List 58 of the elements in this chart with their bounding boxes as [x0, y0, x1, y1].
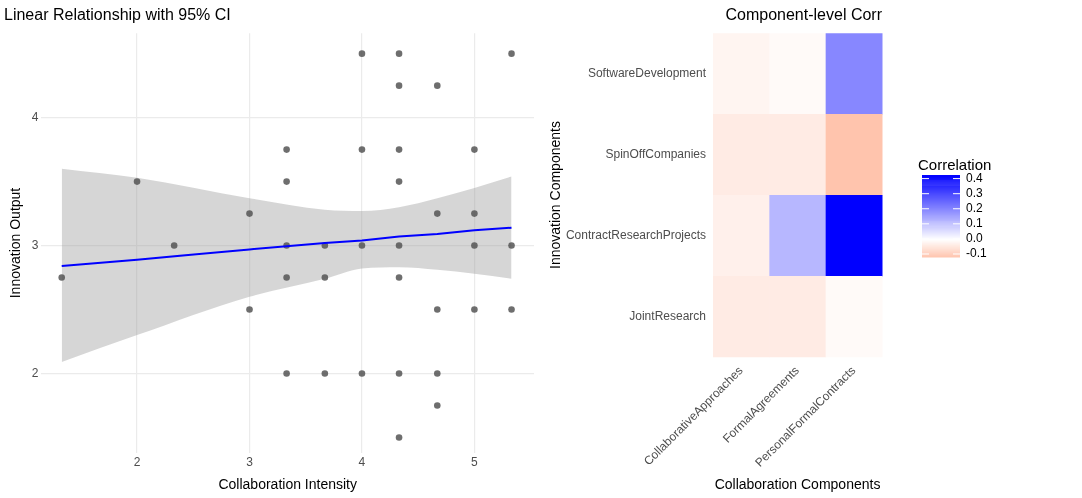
y-tick-label: JointResearch [629, 308, 706, 323]
y-tick-label: ContractResearchProjects [565, 227, 706, 242]
x-axis-title: Collaboration Intensity [218, 476, 357, 493]
point [133, 178, 141, 185]
point [358, 242, 366, 249]
point [433, 370, 441, 377]
point [395, 82, 403, 89]
y-tick-label: 3 [31, 237, 39, 252]
point [471, 210, 478, 217]
point [283, 370, 290, 377]
point [358, 50, 366, 57]
color-bar-label: 0.0 [966, 231, 984, 246]
point [283, 274, 290, 281]
point [246, 210, 253, 217]
point [395, 242, 403, 249]
y-tick-label: SpinOffCompanies [605, 146, 706, 161]
y-axis-title: Innovation Output [7, 187, 24, 299]
point [471, 306, 478, 313]
color-bar-label: 0.1 [966, 216, 984, 231]
color-bar-label: -0.1 [966, 246, 987, 261]
point [358, 146, 366, 153]
x-tick-label: 3 [246, 455, 254, 470]
point [321, 370, 329, 377]
point [395, 146, 403, 153]
x-tick-label: 4 [358, 455, 366, 470]
x-tick-label: 2 [133, 455, 141, 470]
point [471, 242, 478, 249]
chart-title: Linear Relationship with 95% CI [4, 6, 231, 24]
point [395, 178, 403, 185]
point [170, 242, 178, 249]
point [508, 306, 515, 313]
point [58, 274, 66, 281]
x-axis-title: Collaboration Components [714, 476, 881, 493]
point [508, 242, 515, 249]
point [358, 370, 366, 377]
point [321, 274, 329, 281]
point [246, 306, 253, 313]
point [433, 306, 441, 313]
point [395, 274, 403, 281]
color-bar-label: 0.3 [966, 186, 984, 200]
chart-title: Component-level Corr [725, 6, 883, 24]
point [433, 402, 441, 409]
y-axis-title: Innovation Components [547, 121, 564, 269]
point [283, 146, 290, 153]
point [395, 50, 403, 57]
point [283, 178, 290, 185]
point [471, 146, 478, 153]
point [395, 434, 403, 441]
y-tick-label: SoftwareDevelopment [587, 65, 707, 80]
point [508, 50, 515, 57]
color-bar-label: 0.4 [966, 170, 984, 185]
point [395, 370, 403, 377]
y-tick-label: 4 [31, 109, 39, 124]
color-bar-title: Correlation [918, 155, 992, 173]
point [433, 82, 441, 89]
point [433, 210, 441, 217]
color-bar-label: 0.2 [966, 201, 984, 216]
x-tick-label: 5 [471, 455, 479, 470]
